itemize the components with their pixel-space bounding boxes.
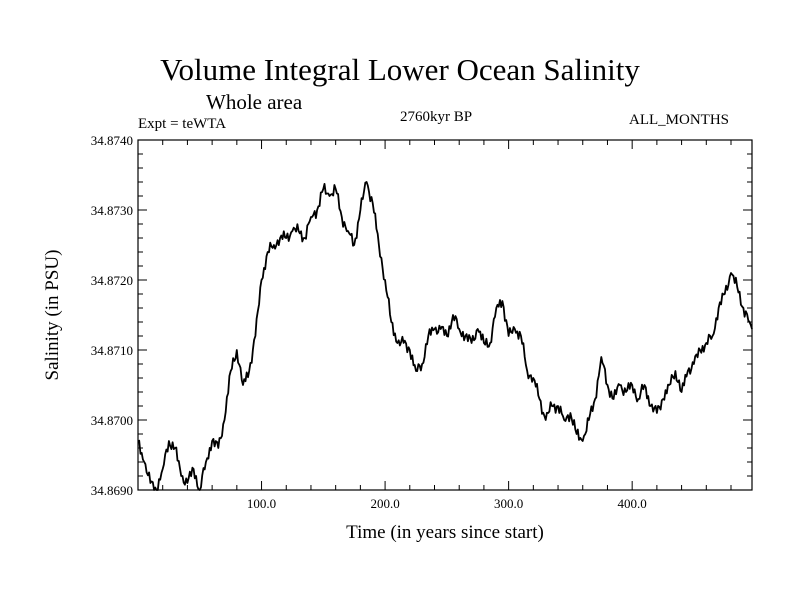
chart-title: Volume Integral Lower Ocean Salinity xyxy=(160,52,640,87)
y-tick-label: 34.8720 xyxy=(91,273,133,288)
chart-subtitle: Whole area xyxy=(206,90,303,114)
y-tick-label: 34.8690 xyxy=(91,483,133,498)
plot-frame xyxy=(137,139,753,491)
x-tick-label: 300.0 xyxy=(494,496,523,511)
x-tick-label: 200.0 xyxy=(370,496,399,511)
axis-tick-labels: 100.0 200.0 300.0 400.0 34.8690 34.8700 34.871… xyxy=(91,133,647,511)
y-tick-label: 34.8710 xyxy=(91,343,133,358)
y-tick-label: 34.8740 xyxy=(91,133,133,148)
x-tick-label: 100.0 xyxy=(247,496,276,511)
experiment-label: Expt = teWTA xyxy=(138,116,227,132)
axis-ticks xyxy=(138,139,752,491)
x-tick-label: 400.0 xyxy=(618,496,647,511)
salinity-series-line xyxy=(137,181,753,491)
x-axis-label: Time (in years since start) xyxy=(346,522,544,543)
period-label: 2760kyr BP xyxy=(400,109,473,125)
months-label: ALL_MONTHS xyxy=(629,112,729,128)
y-tick-label: 34.8700 xyxy=(91,413,133,428)
y-tick-label: 34.8730 xyxy=(91,203,133,218)
y-axis-label: Salinity (in PSU) xyxy=(42,250,63,381)
